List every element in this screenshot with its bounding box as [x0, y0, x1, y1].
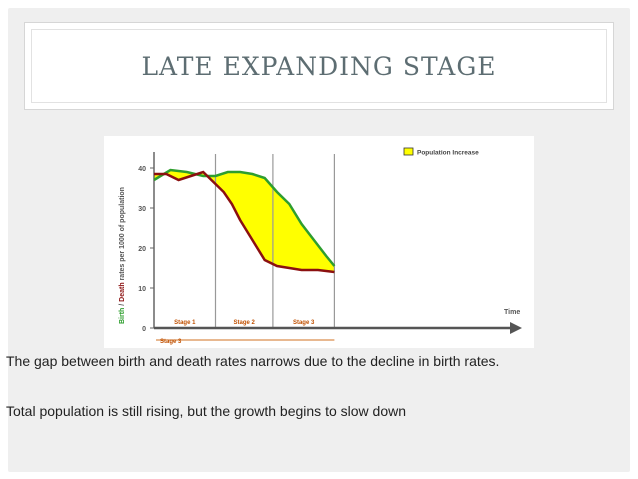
- y-label-birth: Birth: [119, 308, 126, 324]
- slide-title: LATE EXPANDING STAGE: [141, 51, 497, 81]
- y-tick-label-40: 40: [138, 166, 146, 173]
- y-tick-label-10: 10: [138, 286, 146, 293]
- death-rate-line: [154, 170, 335, 274]
- birth-rate-line: [153, 168, 336, 267]
- demographic-chart: 0 10 20 30 40 Stage 1 Stage 2 Stage 3 Stage 3 Tim…: [104, 136, 534, 348]
- title-box: LATE EXPANDING STAGE: [24, 22, 614, 110]
- y-tick-label-20: 20: [138, 246, 146, 253]
- stage-label-1: Stage 1: [174, 320, 196, 326]
- stage-label-3: Stage 3: [293, 320, 315, 326]
- x-axis-label: Time: [504, 309, 520, 316]
- paragraph-birth-rate-decline: The gap between birth and death rates na…: [6, 353, 500, 369]
- title-frame: LATE EXPANDING STAGE: [31, 29, 607, 103]
- current-stage-label: Stage 3: [160, 339, 182, 345]
- legend-label: Population Increase: [417, 150, 479, 157]
- chart-svg: 0 10 20 30 40 Stage 1 Stage 2 Stage 3 Stage 3 Tim…: [119, 147, 522, 345]
- x-axis-arrow: [510, 322, 522, 334]
- population-increase-area: [154, 170, 335, 272]
- y-tick-label-0: 0: [142, 326, 146, 333]
- legend-swatch: [403, 147, 414, 156]
- y-label-death: Death: [119, 282, 126, 301]
- y-axis-label: Birth / Death rates per 1000 of populati…: [119, 187, 126, 324]
- y-label-sep: /: [119, 302, 126, 308]
- y-label-rest: rates per 1000 of population: [119, 187, 126, 282]
- stage-label-2: Stage 2: [234, 320, 256, 326]
- paragraph-population-growth: Total population is still rising, but th…: [6, 403, 406, 419]
- y-tick-label-30: 30: [138, 206, 146, 213]
